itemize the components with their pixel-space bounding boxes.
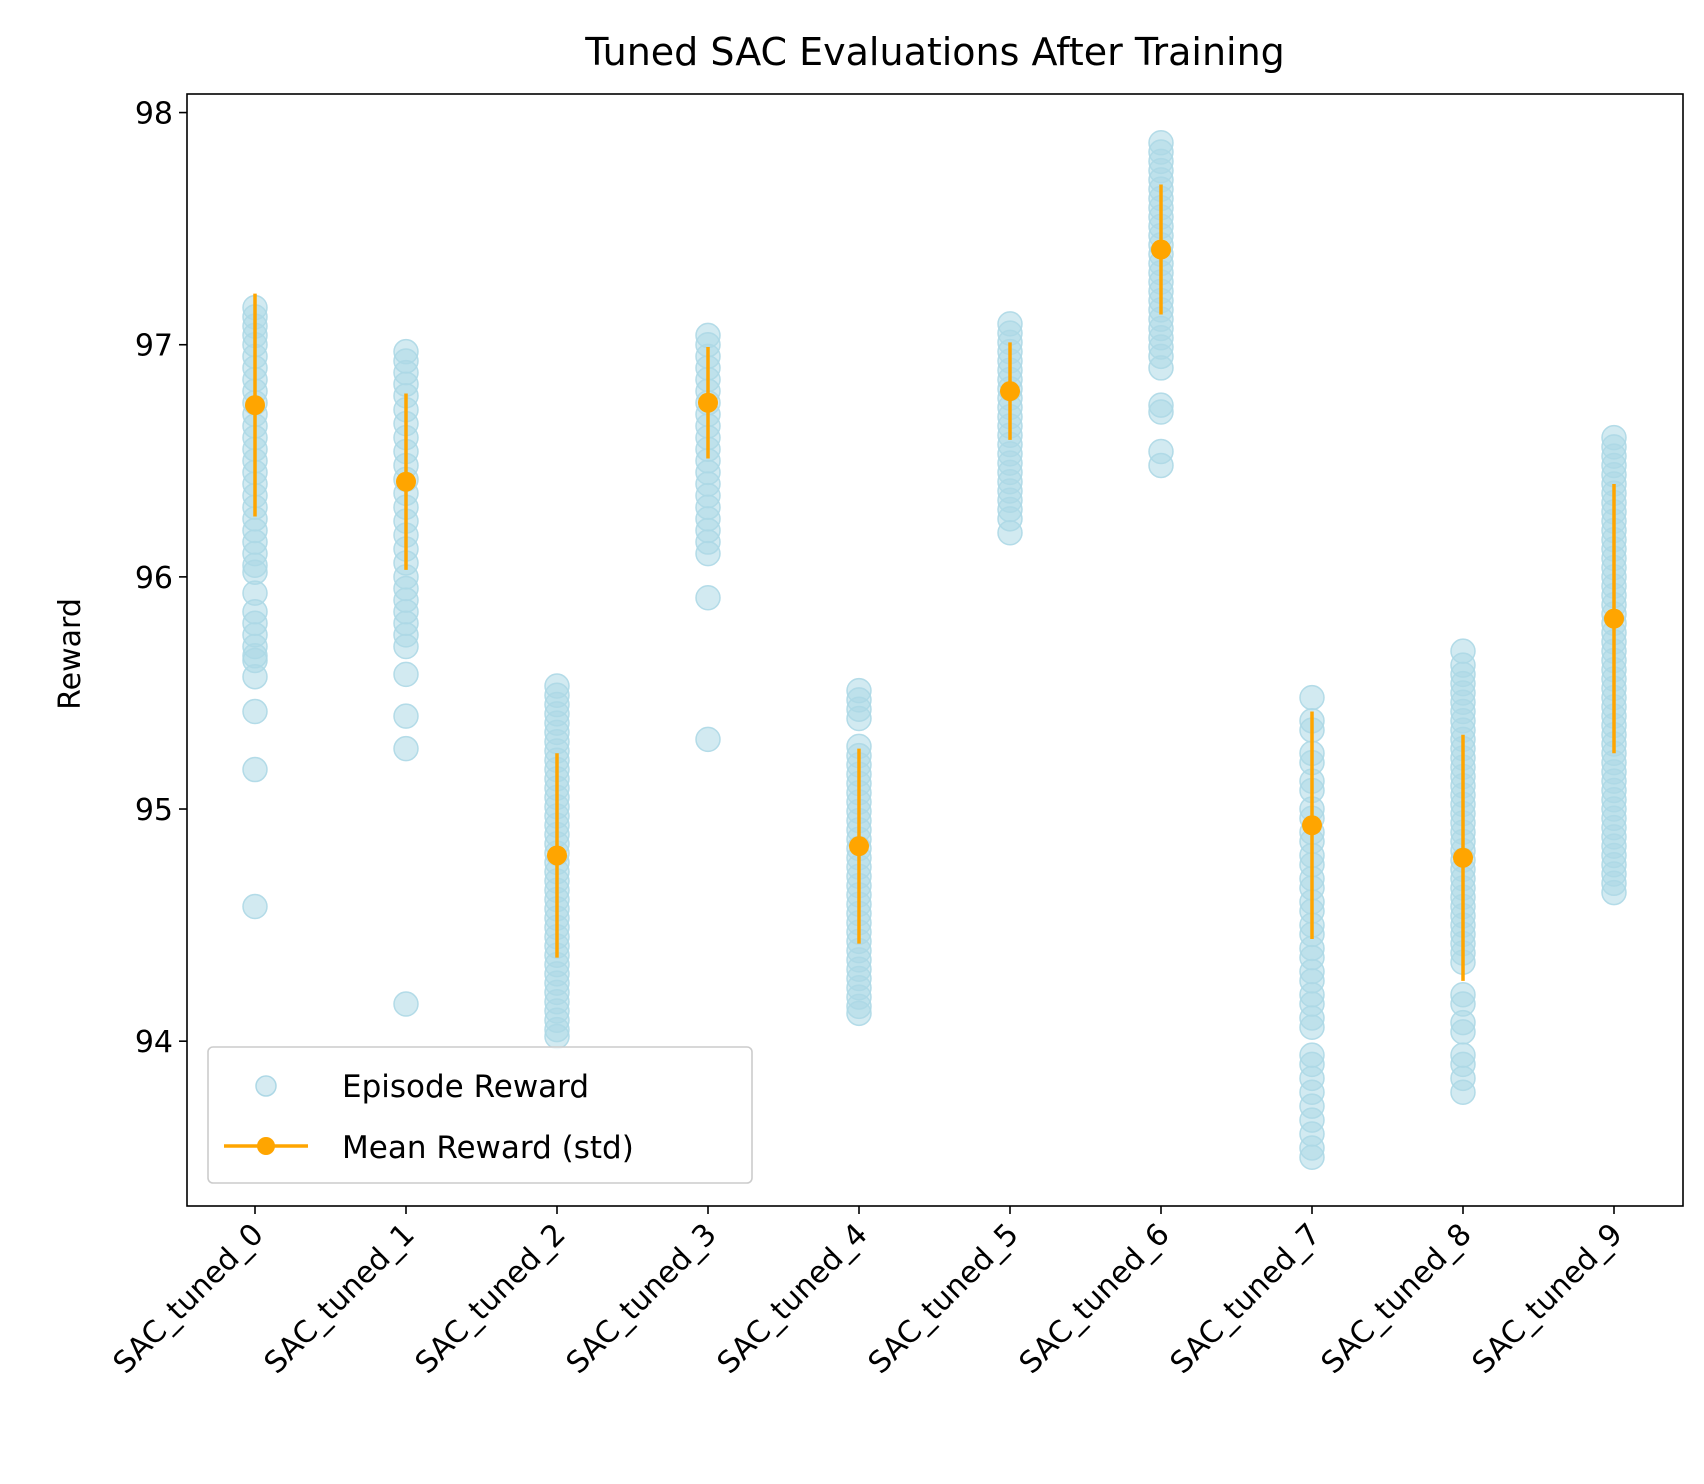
episode-reward-point [846, 1000, 872, 1027]
episode-reward-point [544, 1023, 570, 1050]
episode-reward-point [997, 520, 1023, 546]
episode-reward-point [1299, 684, 1325, 711]
y-tick-label: 97 [135, 329, 173, 364]
episode-reward-point [242, 698, 268, 725]
episode-reward-point [1299, 1014, 1325, 1040]
legend-label-episode-reward: Episode Reward [342, 1069, 589, 1105]
y-tick-label: 98 [135, 97, 173, 132]
y-tick-label: 94 [135, 1025, 173, 1060]
chart-title: Tuned SAC Evaluations After Training [584, 30, 1285, 74]
episode-reward-point [1148, 399, 1174, 425]
legend-label-mean-reward: Mean Reward (std) [342, 1130, 634, 1166]
legend-box [207, 1046, 753, 1184]
episode-reward-point [393, 991, 419, 1017]
episode-reward-point [1148, 355, 1174, 381]
episode-reward-point [695, 726, 721, 753]
episode-reward-point [242, 663, 268, 690]
episode-reward-point [695, 585, 721, 611]
y-axis-label: Reward [53, 598, 88, 710]
mean-reward-point [547, 845, 567, 866]
episode-reward-point [393, 703, 419, 729]
episode-reward-point [1299, 1144, 1325, 1170]
plot-frame [186, 93, 1684, 1207]
episode-reward-point [1601, 879, 1627, 906]
episode-reward-point [1450, 1019, 1476, 1045]
mean-reward-point [245, 395, 265, 416]
mean-reward-point [1151, 239, 1171, 260]
episode-reward-point [846, 705, 872, 732]
mean-reward-point [1453, 847, 1473, 868]
episode-reward-point [242, 893, 268, 920]
episode-reward-point [393, 661, 419, 688]
mean-reward-point [698, 392, 718, 413]
legend-marker-mean-reward [257, 1137, 275, 1155]
episode-reward-point [695, 540, 721, 567]
mean-reward-point [396, 471, 416, 492]
legend-marker-episode-reward [255, 1075, 277, 1097]
mean-reward-point [849, 836, 869, 857]
episode-reward-point [393, 735, 419, 762]
episode-reward-point [242, 756, 268, 783]
mean-reward-point [1000, 381, 1020, 402]
y-tick-label: 95 [135, 793, 173, 828]
mean-reward-point [1302, 815, 1322, 836]
episode-reward-point [1450, 1079, 1476, 1105]
episode-reward-point [1148, 452, 1174, 479]
plot-area [242, 130, 1627, 1170]
mean-reward-point [1604, 608, 1624, 629]
y-tick-label: 96 [135, 561, 173, 596]
episode-reward-point [393, 633, 419, 660]
legend: Episode Reward Mean Reward (std) [207, 1046, 753, 1184]
